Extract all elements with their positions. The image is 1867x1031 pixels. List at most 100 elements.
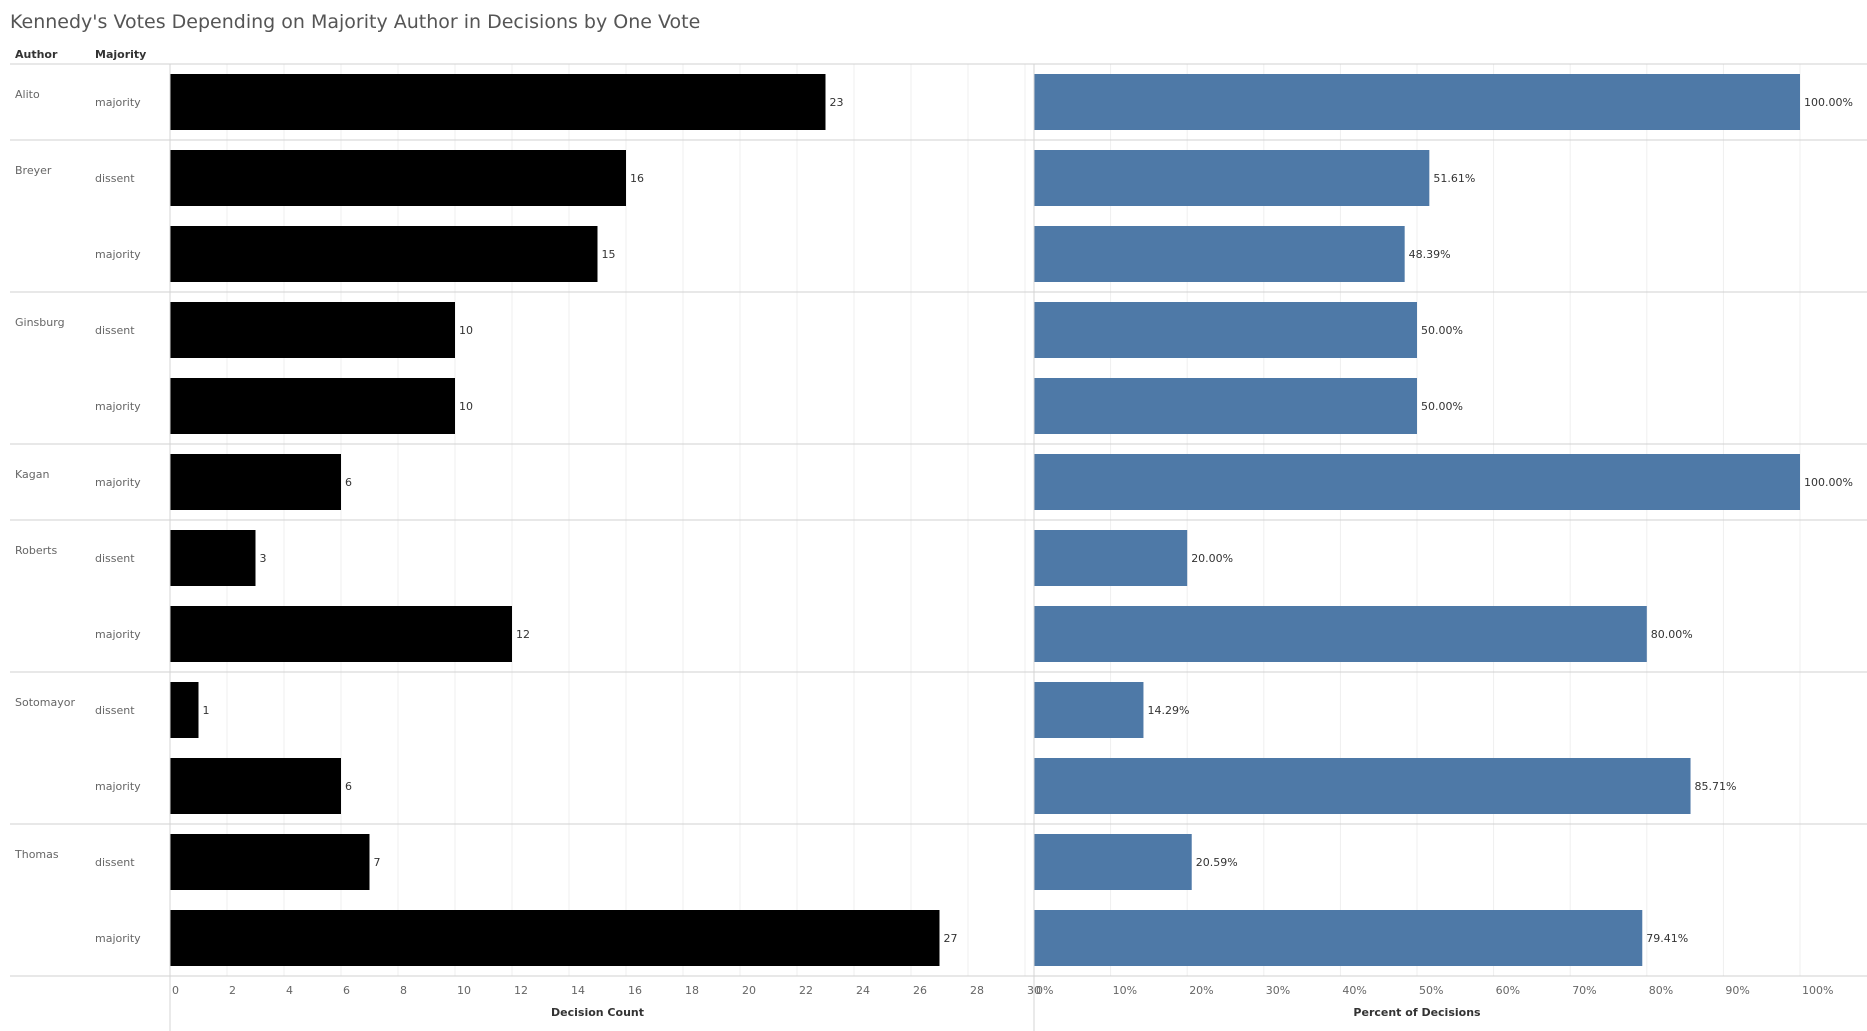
majority-label: majority — [95, 400, 141, 413]
author-label: Kagan — [15, 468, 49, 481]
count-bar — [170, 834, 370, 890]
count-value-label: 3 — [260, 552, 267, 565]
count-value-label: 6 — [345, 780, 352, 793]
chart-title: Kennedy's Votes Depending on Majority Au… — [10, 11, 700, 33]
tick-label-0-8: 16 — [628, 984, 642, 997]
bars — [170, 74, 1800, 966]
percent-bar — [1034, 910, 1643, 966]
labels: Alito majority 23 100.00% Breyer dissent 16 51.… — [14, 88, 1853, 945]
tick-label-1-1: 10% — [1113, 984, 1137, 997]
count-bar — [170, 910, 940, 966]
percent-value-label: 51.61% — [1433, 172, 1475, 185]
count-value-label: 16 — [630, 172, 644, 185]
majority-label: majority — [95, 248, 141, 261]
tick-label-0-14: 28 — [970, 984, 984, 997]
count-bar — [170, 378, 455, 434]
count-value-label: 10 — [459, 400, 473, 413]
percent-bar — [1034, 454, 1800, 510]
percent-bar — [1034, 74, 1800, 130]
majority-label: dissent — [95, 856, 135, 869]
majority-label: majority — [95, 476, 141, 489]
author-header: Author — [15, 48, 58, 61]
majority-label: dissent — [95, 552, 135, 565]
percent-value-label: 50.00% — [1421, 400, 1463, 413]
count-bar — [170, 150, 626, 206]
count-value-label: 7 — [374, 856, 381, 869]
percent-bar — [1034, 758, 1691, 814]
author-label: Thomas — [14, 848, 59, 861]
percent-value-label: 20.00% — [1191, 552, 1233, 565]
count-bar — [170, 530, 256, 586]
tick-label-1-2: 20% — [1189, 984, 1213, 997]
author-label: Breyer — [15, 164, 52, 177]
majority-label: majority — [95, 96, 141, 109]
percent-value-label: 100.00% — [1804, 476, 1853, 489]
percent-bar — [1034, 682, 1144, 738]
tick-label-0-6: 12 — [514, 984, 528, 997]
count-value-label: 6 — [345, 476, 352, 489]
x-axis-label-1: Percent of Decisions — [1353, 1006, 1481, 1019]
tick-label-1-6: 60% — [1496, 984, 1520, 997]
percent-bar — [1034, 530, 1188, 586]
author-label: Ginsburg — [15, 316, 65, 329]
count-value-label: 15 — [602, 248, 616, 261]
tick-label-0-2: 4 — [286, 984, 293, 997]
tick-label-1-10: 100% — [1802, 984, 1833, 997]
percent-value-label: 85.71% — [1695, 780, 1737, 793]
majority-label: dissent — [95, 704, 135, 717]
tick-label-1-7: 70% — [1572, 984, 1596, 997]
count-bar — [170, 682, 199, 738]
count-value-label: 10 — [459, 324, 473, 337]
tick-label-1-5: 50% — [1419, 984, 1443, 997]
percent-value-label: 80.00% — [1651, 628, 1693, 641]
x-axis-label-0: Decision Count — [551, 1006, 644, 1019]
count-bar — [170, 758, 341, 814]
tick-label-1-0: 0% — [1036, 984, 1053, 997]
percent-bar — [1034, 378, 1417, 434]
tick-label-0-7: 14 — [571, 984, 585, 997]
tick-label-0-5: 10 — [457, 984, 471, 997]
tick-label-1-4: 40% — [1342, 984, 1366, 997]
percent-value-label: 14.29% — [1147, 704, 1189, 717]
count-bar — [170, 302, 455, 358]
tick-label-1-3: 30% — [1266, 984, 1290, 997]
tick-label-0-9: 18 — [685, 984, 699, 997]
majority-label: dissent — [95, 324, 135, 337]
percent-bar — [1034, 150, 1430, 206]
author-label: Alito — [15, 88, 40, 101]
majority-label: majority — [95, 780, 141, 793]
tick-label-0-0: 0 — [172, 984, 179, 997]
majority-label: majority — [95, 628, 141, 641]
percent-value-label: 20.59% — [1196, 856, 1238, 869]
tick-label-1-8: 80% — [1649, 984, 1673, 997]
tick-label-0-11: 22 — [799, 984, 813, 997]
percent-bar — [1034, 226, 1405, 282]
author-label: Sotomayor — [15, 696, 75, 709]
tick-label-0-12: 24 — [856, 984, 870, 997]
percent-value-label: 100.00% — [1804, 96, 1853, 109]
count-bar — [170, 226, 598, 282]
count-bar — [170, 74, 826, 130]
tick-label-0-4: 8 — [400, 984, 407, 997]
percent-bar — [1034, 834, 1192, 890]
tick-label-0-1: 2 — [229, 984, 236, 997]
author-label: Roberts — [15, 544, 57, 557]
count-value-label: 27 — [944, 932, 958, 945]
tick-label-0-3: 6 — [343, 984, 350, 997]
majority-label: dissent — [95, 172, 135, 185]
count-bar — [170, 454, 341, 510]
majority-label: majority — [95, 932, 141, 945]
count-value-label: 23 — [830, 96, 844, 109]
majority-header: Majority — [95, 48, 146, 61]
count-bar — [170, 606, 512, 662]
tick-label-0-13: 26 — [913, 984, 927, 997]
tick-label-1-9: 90% — [1725, 984, 1749, 997]
percent-bar — [1034, 606, 1647, 662]
percent-value-label: 48.39% — [1409, 248, 1451, 261]
row-separators — [10, 63, 1867, 977]
percent-value-label: 50.00% — [1421, 324, 1463, 337]
percent-bar — [1034, 302, 1417, 358]
tick-label-0-10: 20 — [742, 984, 756, 997]
